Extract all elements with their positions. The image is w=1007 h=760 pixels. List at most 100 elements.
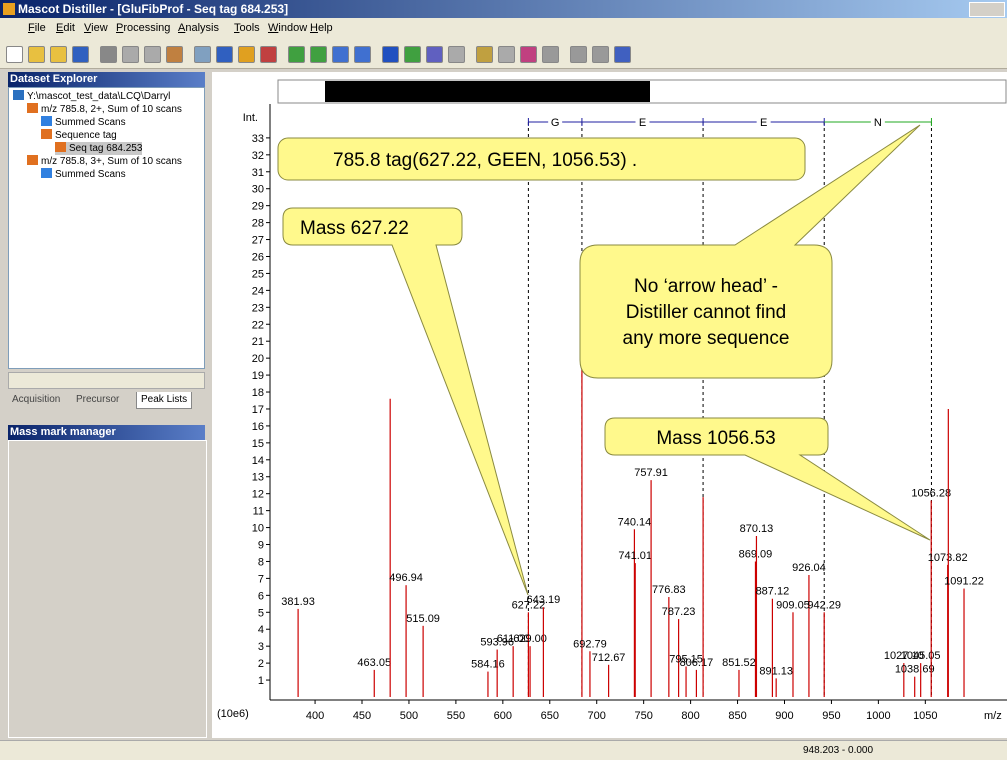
menu-item[interactable]: Processing (116, 22, 171, 34)
tree-icon (41, 116, 52, 126)
peak-label: 515.09 (406, 613, 440, 625)
toolbar-button[interactable] (194, 46, 211, 63)
menu-item[interactable]: Help (310, 22, 333, 34)
y-tick-label: 33 (252, 133, 264, 145)
peak-label: 463.05 (357, 657, 391, 669)
menu-item[interactable]: View (84, 22, 108, 34)
toolbar-button[interactable] (288, 46, 305, 63)
menu-item[interactable]: Edit (56, 22, 75, 34)
y-tick-label: 23 (252, 302, 264, 314)
tree-label: Summed Scans (55, 117, 126, 128)
toolbar-button[interactable] (122, 46, 139, 63)
toolbar-button[interactable] (570, 46, 587, 63)
callout (579, 124, 921, 379)
tree-node[interactable]: Summed Scans (41, 168, 126, 181)
toolbar-button[interactable] (498, 46, 515, 63)
callout-text: 785.8 tag(627.22, GEEN, 1056.53) . (333, 150, 637, 171)
peak-label: 757.91 (634, 467, 668, 479)
toolbar-button[interactable] (238, 46, 255, 63)
y-tick-label: 21 (252, 336, 264, 348)
toolbar-button[interactable] (426, 46, 443, 63)
menu-item[interactable]: File (28, 22, 46, 34)
peak-label: 593.96 (480, 637, 514, 649)
toolbar-button[interactable] (542, 46, 559, 63)
toolbar-button[interactable] (404, 46, 421, 63)
panel-header: Mass mark manager (8, 425, 205, 440)
toolbar-button[interactable] (592, 46, 609, 63)
callout (604, 417, 931, 541)
tree-icon (13, 90, 24, 100)
callout (277, 137, 806, 181)
y-axis-label: Int. (243, 112, 258, 124)
panel-header: Dataset Explorer (8, 72, 205, 87)
tree-icon (55, 142, 66, 152)
spectrum-chart: Int.(10e6) m/z123456789101112131415161718… (217, 79, 1007, 722)
peak-label: 806.17 (680, 657, 714, 669)
tab[interactable]: Acquisition (12, 394, 61, 405)
toolbar-button[interactable] (448, 46, 465, 63)
toolbar-button[interactable] (100, 46, 117, 63)
y-tick-label: 15 (252, 438, 264, 450)
peak-label: 741.01 (618, 550, 652, 562)
callout-text: Mass 627.22 (300, 218, 409, 239)
y-tick-label: 26 (252, 251, 264, 263)
y-tick-label: 5 (258, 607, 264, 619)
toolbar-button[interactable] (72, 46, 89, 63)
peak-label: 611.00 (497, 633, 530, 645)
toolbar-button[interactable] (28, 46, 45, 63)
toolbar-button[interactable] (520, 46, 537, 63)
tree-node[interactable]: m/z 785.8, 2+, Sum of 10 scans (27, 103, 182, 116)
y-tick-label: 19 (252, 370, 264, 382)
toolbar-button[interactable] (476, 46, 493, 63)
peak-label: 869.09 (739, 548, 773, 560)
callout-text: Mass 1056.53 (656, 428, 775, 449)
toolbar-button[interactable] (50, 46, 67, 63)
toolbar-button[interactable] (6, 46, 23, 63)
tree-icon (41, 168, 52, 178)
toolbar-button[interactable] (332, 46, 349, 63)
tree-node[interactable]: m/z 785.8, 3+, Sum of 10 scans (27, 155, 182, 168)
x-tick-label: 550 (447, 710, 465, 722)
menu-item[interactable]: Analysis (178, 22, 219, 34)
toolbar-button[interactable] (260, 46, 277, 63)
menu-item[interactable]: Window (268, 22, 308, 34)
app-menu-icon[interactable] (6, 20, 22, 34)
tree-node[interactable]: Seq tag 684.253 (55, 142, 143, 155)
tree-node[interactable]: Sequence tag (41, 129, 117, 142)
x-tick-label: 950 (822, 710, 840, 722)
toolbar-button[interactable] (354, 46, 371, 63)
x-tick-label: 700 (588, 710, 606, 722)
peak-label: 787.23 (662, 606, 696, 618)
tree-icon (27, 103, 38, 113)
toolbar-button[interactable] (144, 46, 161, 63)
tree-label: m/z 785.8, 3+, Sum of 10 scans (41, 156, 182, 167)
y-tick-label: 22 (252, 319, 264, 331)
peak-label: 712.67 (592, 652, 626, 664)
toolbar-button[interactable] (166, 46, 183, 63)
window-controls[interactable] (969, 2, 1005, 17)
toolbar-button[interactable] (310, 46, 327, 63)
peak-label: 496.94 (389, 572, 423, 584)
tab[interactable]: Precursor (76, 394, 120, 405)
app-icon (3, 3, 15, 15)
x-tick-label: 800 (681, 710, 699, 722)
x-axis-label: m/z (984, 710, 1002, 722)
y-tick-label: 32 (252, 150, 264, 162)
tag-label-bg (635, 115, 650, 129)
toolbar-button[interactable] (216, 46, 233, 63)
tree-label: Sequence tag (55, 130, 117, 141)
toolbar-button[interactable] (382, 46, 399, 63)
y-tick-label: 11 (253, 506, 264, 518)
tab[interactable]: Peak Lists (136, 392, 193, 409)
toolbar-button[interactable] (614, 46, 631, 63)
tree-node[interactable]: Summed Scans (41, 116, 126, 129)
x-tick-label: 850 (728, 710, 746, 722)
x-tick-label: 400 (306, 710, 324, 722)
menu-item[interactable]: Tools (234, 22, 260, 34)
peak-label: 891.13 (759, 665, 793, 677)
peak-label: 1027.10 (884, 650, 924, 662)
y-tick-label: 27 (252, 235, 264, 247)
scrollbar[interactable] (8, 372, 205, 389)
peak-label: 1091.22 (944, 576, 984, 588)
tree-node[interactable]: Y:\mascot_test_data\LCQ\Darryl (13, 90, 170, 103)
